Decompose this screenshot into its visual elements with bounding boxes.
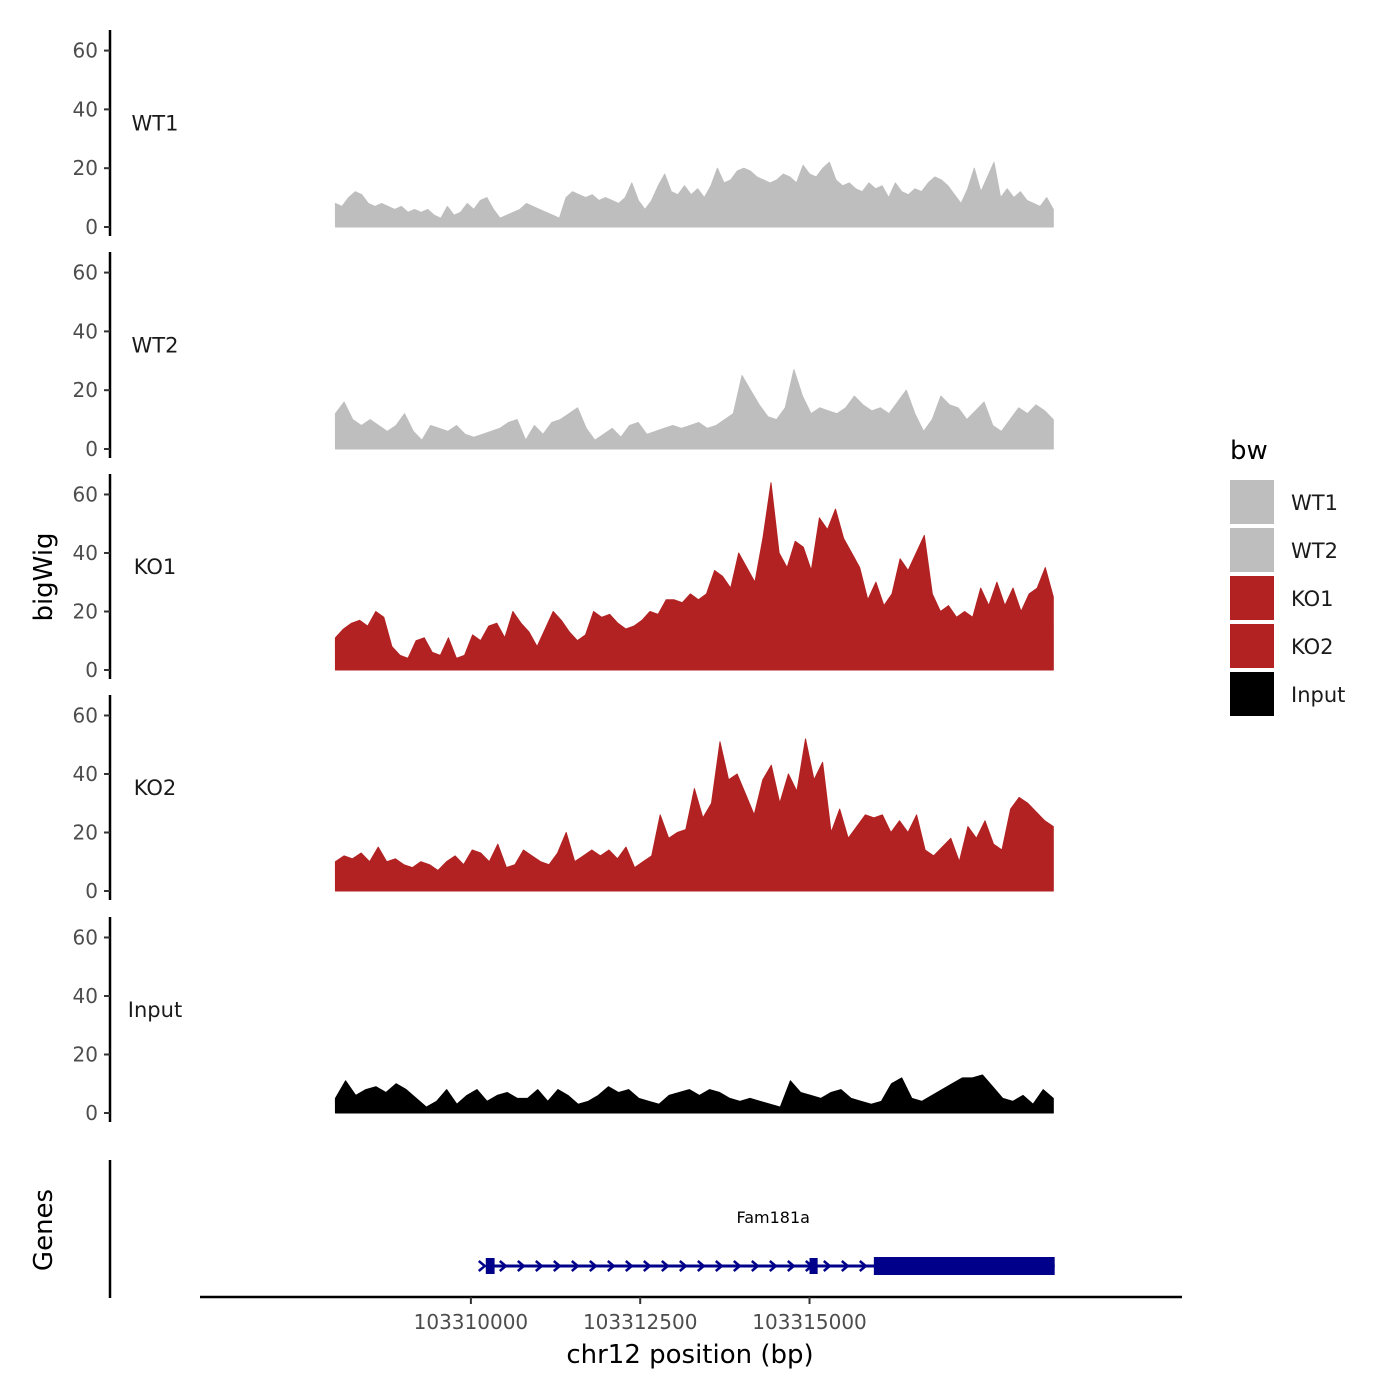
legend-label-ko1: KO1 (1291, 587, 1334, 611)
x-axis-title: chr12 position (bp) (566, 1340, 813, 1370)
gene-track: Fam181a (108, 1160, 1055, 1298)
legend-title: bw (1230, 436, 1268, 466)
strand-arrow (588, 1260, 598, 1272)
strand-arrow (570, 1260, 580, 1272)
strand-arrow (606, 1260, 616, 1272)
y-tick-label: 40 (73, 319, 98, 343)
strand-arrow (786, 1260, 796, 1272)
coverage-area-input (334, 1074, 1054, 1114)
strand-arrow (822, 1260, 832, 1272)
track-label-input: Input (128, 998, 182, 1022)
y-tick-label: 60 (73, 703, 98, 727)
track-label-wt1: WT1 (132, 112, 179, 136)
legend-label-ko2: KO2 (1291, 635, 1334, 659)
track-wt1: 0 20 40 60 WT1 (73, 30, 1054, 239)
legend-label-wt1: WT1 (1291, 491, 1338, 515)
y-axis-title: bigWig (29, 532, 59, 621)
y-tick-label: 60 (73, 39, 98, 63)
strand-arrow (714, 1260, 724, 1272)
track-input: 0 20 40 60 Input (73, 917, 1054, 1125)
y-tick-label: 40 (73, 762, 98, 786)
coverage-area-wt1 (334, 161, 1054, 228)
x-tick-label: 103312500 (583, 1310, 698, 1334)
strand-arrow (660, 1260, 670, 1272)
legend-label-input: Input (1291, 683, 1345, 707)
y-tick-label: 40 (73, 97, 98, 121)
y-tick-label: 0 (85, 658, 98, 682)
track-ko2: 0 20 40 60 KO2 (73, 695, 1054, 903)
strand-arrow (840, 1260, 850, 1272)
gene-label: Fam181a (737, 1208, 810, 1227)
legend-label-wt2: WT2 (1291, 539, 1338, 563)
y-tick-label: 20 (73, 378, 98, 402)
strand-arrow (642, 1260, 652, 1272)
coverage-area-ko2 (334, 738, 1054, 892)
y-tick-label: 40 (73, 541, 98, 565)
track-label-ko2: KO2 (134, 776, 177, 800)
legend-key-ko1 (1230, 576, 1274, 620)
genes-axis-title: Genes (29, 1189, 59, 1271)
y-tick-label: 60 (73, 261, 98, 285)
coverage-area-wt2 (334, 369, 1054, 450)
y-tick-label: 60 (73, 482, 98, 506)
strand-arrow (552, 1260, 562, 1272)
x-axis: 103310000 103312500 103315000 (200, 1295, 1182, 1334)
strand-arrow (624, 1260, 634, 1272)
strand-arrow (858, 1260, 868, 1272)
track-ko1: 0 20 40 60 KO1 (73, 474, 1054, 682)
coverage-area-ko1 (334, 482, 1054, 671)
strand-arrow (768, 1260, 778, 1272)
gene-exon (809, 1258, 818, 1274)
y-tick-label: 20 (73, 820, 98, 844)
legend-key-wt2 (1230, 528, 1274, 572)
gene-fam181a: Fam181a (477, 1208, 1055, 1275)
strand-arrow (516, 1260, 526, 1272)
track-label-ko1: KO1 (134, 555, 177, 579)
legend-key-wt1 (1230, 480, 1274, 524)
y-tick-label: 40 (73, 984, 98, 1008)
y-tick-label: 0 (85, 215, 98, 239)
strand-arrow (534, 1260, 544, 1272)
strand-arrow (678, 1260, 688, 1272)
gene-exon (873, 1257, 1055, 1275)
y-tick-label: 60 (73, 925, 98, 949)
strand-arrow (498, 1260, 508, 1272)
track-label-wt2: WT2 (132, 334, 179, 358)
strand-arrow (477, 1260, 487, 1272)
legend: bw WT1 WT2 KO1 KO2 Input (1230, 436, 1345, 716)
y-tick-label: 20 (73, 599, 98, 623)
x-tick-label: 103315000 (752, 1310, 867, 1334)
legend-key-ko2 (1230, 624, 1274, 668)
strand-arrow (750, 1260, 760, 1272)
track-wt2: 0 20 40 60 WT2 (73, 252, 1054, 461)
y-tick-label: 0 (85, 1101, 98, 1125)
y-tick-label: 20 (73, 156, 98, 180)
y-tick-label: 0 (85, 879, 98, 903)
x-tick-label: 103310000 (414, 1310, 529, 1334)
strand-arrow (732, 1260, 742, 1272)
y-tick-label: 20 (73, 1042, 98, 1066)
y-tick-label: 0 (85, 437, 98, 461)
strand-arrow (696, 1260, 706, 1272)
legend-key-input (1230, 672, 1274, 716)
gene-exon (485, 1258, 495, 1274)
coverage-tracks: 0 20 40 60 WT1 0 20 40 60 WT2 0 20 40 60 KO1 0 20 40 60 KO2… (73, 30, 1054, 1125)
